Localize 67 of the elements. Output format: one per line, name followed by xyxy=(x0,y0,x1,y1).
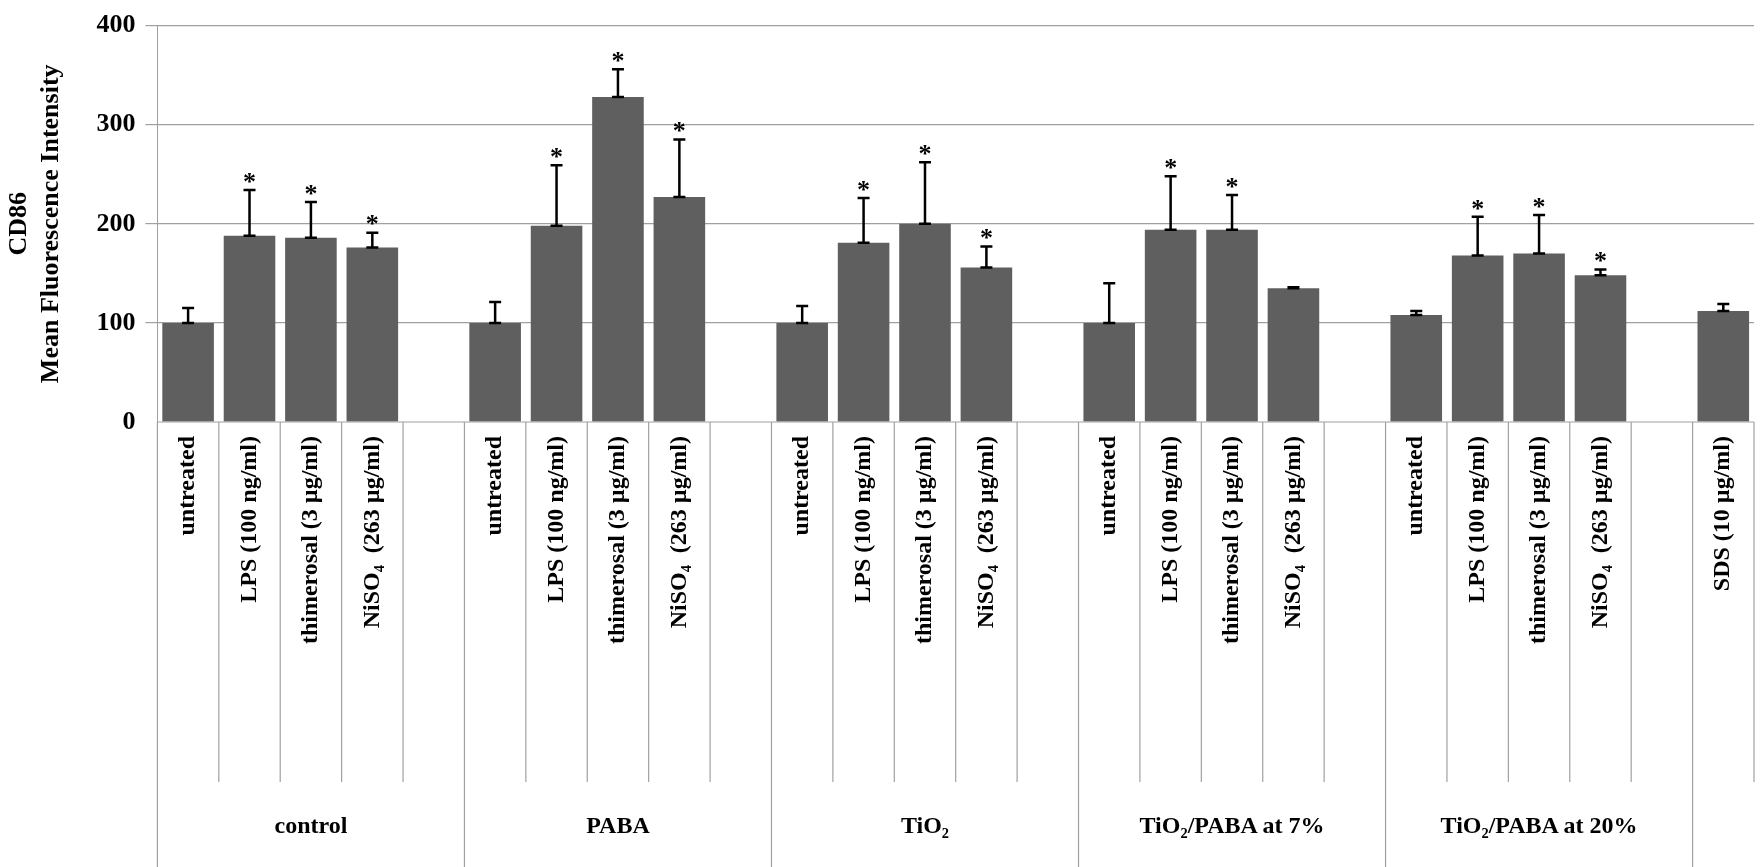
data-label: * xyxy=(611,45,625,75)
data-label: * xyxy=(304,178,318,208)
data-label: * xyxy=(550,142,564,172)
bar xyxy=(776,322,828,422)
data-label: * xyxy=(365,209,379,239)
bar xyxy=(1206,229,1258,422)
data-label: * xyxy=(672,116,686,146)
x-tick-label: NiSO₄ (263 µg/ml) xyxy=(971,436,998,629)
x-tick-label: LPS (100 ng/ml) xyxy=(848,436,875,603)
text: TiO₂ xyxy=(900,812,950,839)
y-tick-label: 100 xyxy=(96,306,136,336)
text: TiO₂/PABA at 7% xyxy=(1139,812,1325,839)
x-tick-label: LPS (100 ng/ml) xyxy=(1462,436,1489,603)
data-label: * xyxy=(1471,193,1485,223)
bar xyxy=(1083,322,1136,422)
bar xyxy=(1513,253,1565,422)
bar xyxy=(899,223,951,422)
x-tick-label: SDS (10 µg/ml) xyxy=(1708,436,1735,592)
x-tick-label: thimerosal (3 µg/ml) xyxy=(1524,436,1551,645)
x-tick-label: thimerosal (3 µg/ml) xyxy=(603,436,630,645)
x-tick-label: LPS (100 ng/ml) xyxy=(234,436,261,603)
text: PABA xyxy=(586,812,651,839)
data-label: * xyxy=(243,166,257,196)
data-label: * xyxy=(857,174,871,204)
bar xyxy=(1390,314,1443,422)
bar xyxy=(653,197,706,422)
bar xyxy=(1574,275,1627,422)
bar xyxy=(223,235,276,422)
x-tick-label: LPS (100 ng/ml) xyxy=(1155,436,1182,603)
data-label: * xyxy=(1225,171,1239,201)
bar xyxy=(592,96,644,422)
bar xyxy=(1144,229,1197,422)
x-tick-label: NiSO₄ (263 µg/ml) xyxy=(1585,436,1612,629)
y-axis-title: CD86 Mean Fluorescence Intensity xyxy=(3,64,64,384)
x-tick-label: untreated xyxy=(787,435,814,536)
bar xyxy=(960,267,1013,422)
y-tick-label: 200 xyxy=(96,207,136,237)
x-tick-label: untreated xyxy=(1401,435,1428,536)
x-tick-label: untreated xyxy=(1094,435,1121,536)
x-tick-label: NiSO₄ (263 µg/ml) xyxy=(357,436,384,629)
bar xyxy=(285,237,337,422)
y-tick-label: 0 xyxy=(122,405,136,435)
bar xyxy=(1267,288,1320,422)
x-tick-label: LPS (100 ng/ml) xyxy=(541,436,568,603)
x-tick-label: untreated xyxy=(173,435,200,536)
text: TiO₂/PABA at 20% xyxy=(1440,812,1638,839)
y-tick-label: 300 xyxy=(96,108,136,138)
data-label: * xyxy=(1532,191,1546,221)
y-tick-label: 400 xyxy=(96,9,136,39)
bar xyxy=(1697,311,1750,422)
bar xyxy=(162,322,214,422)
x-tick-label: untreated xyxy=(480,435,507,536)
bar xyxy=(469,322,521,422)
data-label: * xyxy=(1164,152,1178,182)
data-label: * xyxy=(979,223,993,253)
bar xyxy=(346,247,399,422)
x-tick-label: NiSO₄ (263 µg/ml) xyxy=(1278,436,1305,629)
bar xyxy=(530,225,583,422)
data-label: * xyxy=(918,139,932,169)
x-tick-label: thimerosal (3 µg/ml) xyxy=(910,436,937,645)
x-tick-label: NiSO₄ (263 µg/ml) xyxy=(664,436,691,629)
bar xyxy=(837,242,890,422)
x-tick-label: thimerosal (3 µg/ml) xyxy=(1217,436,1244,645)
bar xyxy=(1451,255,1504,422)
text: control xyxy=(274,812,348,839)
data-label: * xyxy=(1593,246,1607,276)
x-tick-label: thimerosal (3 µg/ml) xyxy=(296,436,323,645)
